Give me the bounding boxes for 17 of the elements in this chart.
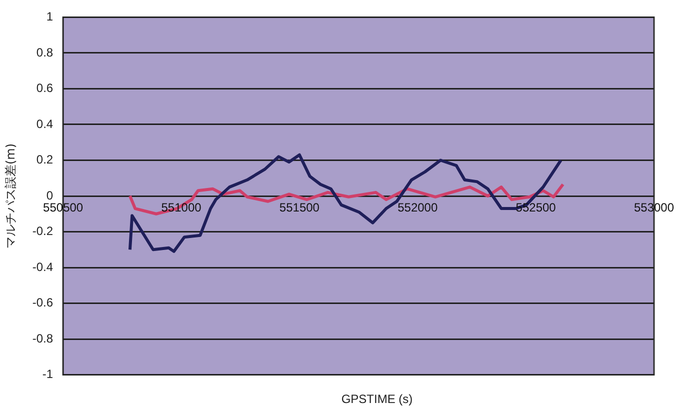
x-axis-title: GPSTIME (s) bbox=[340, 392, 414, 406]
x-tick-label: 551000 bbox=[161, 200, 202, 214]
y-tick-label: -0.2 bbox=[32, 224, 54, 238]
x-tick-label: 552000 bbox=[398, 200, 438, 214]
y-tick-label: 0.6 bbox=[36, 81, 54, 96]
y-tick-label: -0.6 bbox=[32, 296, 54, 310]
y-tick-label: -0.4 bbox=[32, 260, 54, 274]
y-tick-label: 0.8 bbox=[36, 45, 54, 60]
y-tick-label: 0 bbox=[46, 188, 54, 202]
x-tick-label: 551500 bbox=[279, 200, 320, 214]
y-axis-title: マルチパス誤差(m) bbox=[3, 143, 18, 249]
x-tick-label: 552500 bbox=[516, 200, 556, 214]
y-tick-label: 0.2 bbox=[36, 152, 54, 167]
y-tick-label: 1 bbox=[46, 10, 54, 24]
y-tick-label: -0.8 bbox=[32, 331, 54, 346]
y-tick-label: -1 bbox=[42, 367, 54, 382]
y-tick-label: 0.4 bbox=[36, 116, 54, 131]
